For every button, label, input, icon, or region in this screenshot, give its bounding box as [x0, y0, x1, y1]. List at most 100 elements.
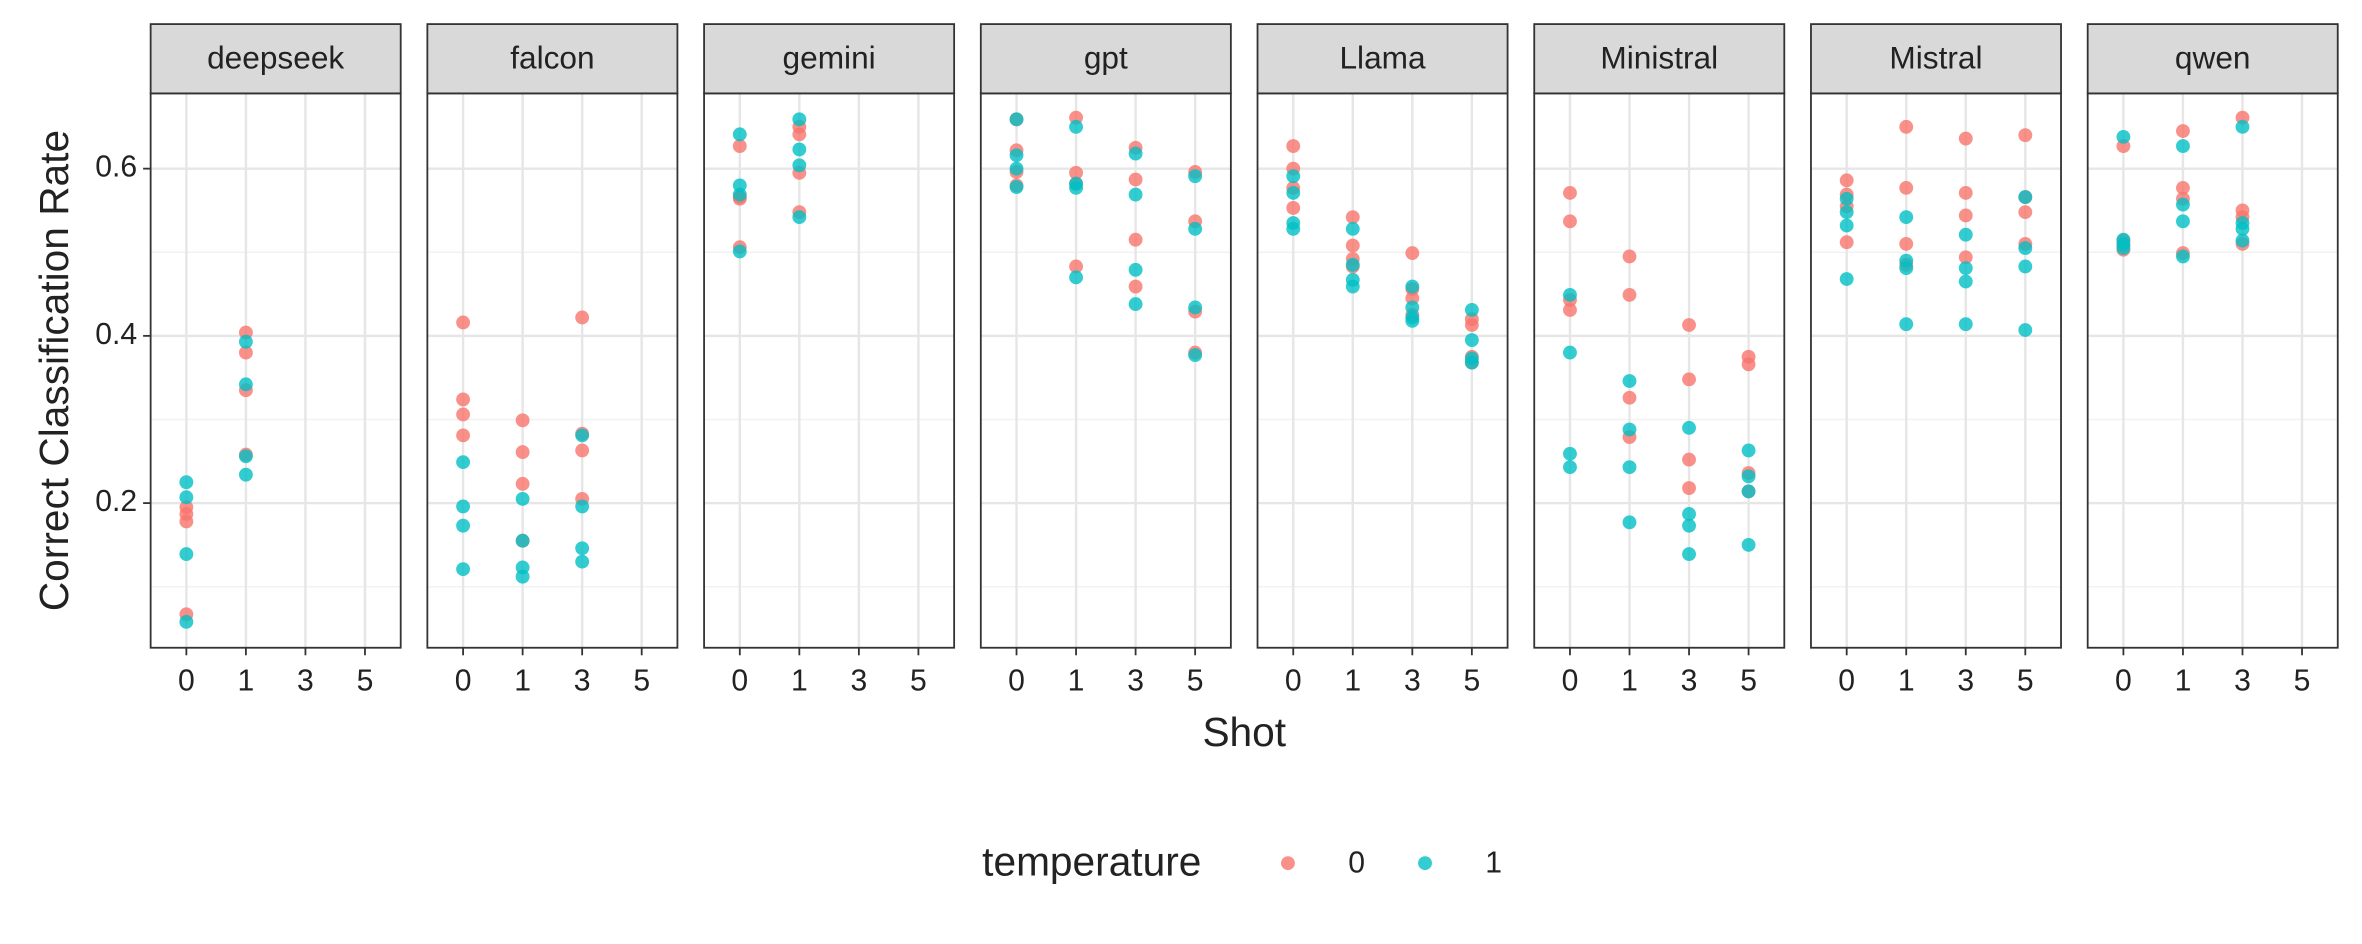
point: [1839, 218, 1854, 233]
point: [1839, 191, 1854, 206]
y-tick-label: 0.2: [95, 485, 137, 518]
x-tick-label: 5: [2017, 664, 2034, 697]
point: [1958, 250, 1973, 265]
point: [1069, 270, 1083, 285]
panel-border: [1810, 92, 2062, 649]
point: [2176, 124, 2190, 138]
point: [1188, 300, 1203, 315]
point: [1682, 372, 1696, 387]
point: [1958, 131, 1973, 146]
point: [575, 554, 590, 569]
point: [1188, 348, 1203, 363]
point: [792, 210, 807, 225]
x-tick-label: 3: [297, 664, 314, 697]
point: [575, 443, 590, 458]
x-tick-label: 0: [1562, 664, 1579, 697]
point: [456, 392, 471, 407]
facet-title: qwen: [2175, 40, 2251, 76]
x-tick-label: 0: [455, 664, 472, 697]
point: [238, 467, 253, 482]
point: [1682, 547, 1696, 562]
point: [1286, 221, 1301, 236]
x-tick-label: 3: [1681, 664, 1698, 697]
point: [792, 127, 807, 142]
legend-title: temperature: [982, 838, 1201, 884]
x-tick-label: 1: [1898, 664, 1915, 697]
point: [1958, 274, 1973, 289]
point: [1741, 469, 1756, 484]
point: [238, 377, 253, 392]
x-tick-label: 1: [1068, 664, 1085, 697]
point: [1464, 355, 1479, 370]
facet-title: Mistral: [1889, 40, 1982, 76]
point: [1464, 303, 1479, 317]
point: [515, 533, 530, 548]
point: [1563, 345, 1577, 360]
point: [1682, 452, 1696, 467]
y-tick-label: 0.6: [95, 151, 137, 184]
panel-border: [703, 92, 956, 649]
point: [1563, 287, 1577, 302]
panel-background: [1534, 93, 1785, 648]
panel-border: [979, 92, 1232, 649]
point: [1958, 261, 1973, 276]
x-tick-label: 1: [514, 664, 531, 697]
point: [515, 491, 530, 506]
point: [179, 547, 194, 562]
point: [1741, 357, 1756, 372]
point: [2018, 205, 2033, 220]
point: [1345, 279, 1360, 294]
point: [2018, 323, 2033, 337]
point: [456, 428, 471, 443]
point: [1682, 507, 1696, 521]
strip: [979, 23, 1232, 95]
panel-background: [150, 93, 401, 648]
point: [732, 187, 747, 202]
x-tick-label: 0: [1285, 664, 1302, 697]
facet-title: gpt: [1084, 40, 1128, 76]
x-tick-label: 3: [1957, 664, 1974, 697]
point: [1009, 161, 1024, 176]
point: [1899, 210, 1914, 225]
point: [1464, 333, 1479, 347]
point: [1741, 443, 1756, 458]
point: [1405, 300, 1420, 315]
point: [1563, 214, 1577, 229]
point: [1958, 208, 1973, 223]
strip: [1533, 23, 1786, 95]
point: [1741, 484, 1756, 499]
point: [1682, 518, 1696, 533]
x-tick-label: 5: [1740, 664, 1757, 697]
facet-title: deepseek: [207, 40, 344, 76]
x-tick-label: 1: [1344, 664, 1361, 697]
x-tick-label: 5: [1463, 664, 1480, 697]
strip: [2086, 23, 2339, 95]
panel-border: [1533, 92, 1786, 649]
legend-marker: [1418, 856, 1432, 871]
point: [2018, 190, 2033, 205]
strip: [426, 23, 679, 95]
facet-title: gemini: [783, 40, 876, 76]
x-axis-title: Shot: [1202, 709, 1286, 755]
panel-background: [2087, 93, 2338, 648]
point: [1128, 172, 1143, 187]
x-tick-label: 1: [791, 664, 808, 697]
panel-background: [1810, 93, 2062, 648]
point: [575, 541, 590, 556]
point: [1345, 210, 1360, 225]
y-tick-label: 0.4: [95, 318, 137, 351]
x-tick-label: 5: [2294, 664, 2311, 697]
point: [1899, 119, 1914, 134]
point: [2176, 214, 2190, 229]
point: [1128, 297, 1143, 312]
point: [1682, 420, 1696, 435]
point: [1345, 238, 1360, 253]
point: [1741, 537, 1756, 552]
point: [732, 127, 747, 142]
point: [2176, 139, 2190, 153]
legend-label: 1: [1485, 847, 1502, 880]
point: [2116, 241, 2131, 256]
panel-border: [426, 92, 679, 649]
legend-label: 0: [1348, 847, 1365, 880]
